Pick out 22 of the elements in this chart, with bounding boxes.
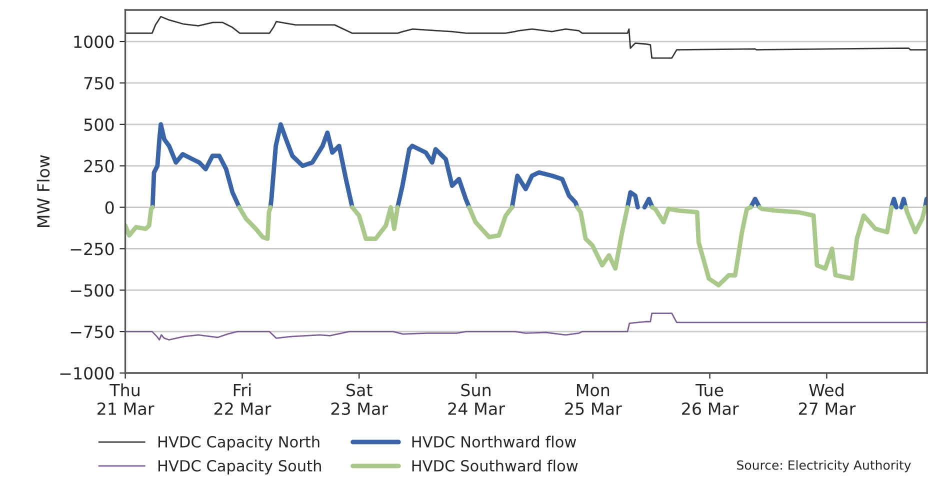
x-tick-label: Thu 21 Mar xyxy=(98,383,154,415)
y-tick-label: 500 xyxy=(84,118,114,131)
x-tick-label: Sat 23 Mar xyxy=(331,384,388,415)
legend-label: HVDC Capacity North xyxy=(158,436,320,451)
x-tick-label: Wed 27 Mar xyxy=(798,383,856,415)
legend-label: HVDC Capacity South xyxy=(158,460,321,475)
y-tick-label: 0 xyxy=(105,201,114,214)
x-tick-label: Tue 26 Mar xyxy=(682,384,739,415)
legend-label: HVDC Southward flow xyxy=(412,460,578,472)
y-tick-label: 250 xyxy=(84,160,114,172)
y-tick-label: 750 xyxy=(84,76,114,90)
source-note: Source: Electricity Authority xyxy=(737,460,911,472)
legend-label: HVDC Northward flow xyxy=(412,436,576,448)
x-tick-label: Mon 25 Mar xyxy=(565,384,622,415)
y-axis-title: MW Flow xyxy=(36,155,50,227)
x-tick-label: Sun 24 Mar xyxy=(448,384,505,415)
y-tick-label: −250 xyxy=(70,242,114,256)
y-tick-label: −500 xyxy=(70,284,114,297)
y-tick-label: −1000 xyxy=(60,366,114,380)
x-tick-label: Fri 22 Mar xyxy=(214,383,272,415)
y-tick-label: −750 xyxy=(70,326,114,338)
y-tick-label: 1000 xyxy=(74,35,114,48)
